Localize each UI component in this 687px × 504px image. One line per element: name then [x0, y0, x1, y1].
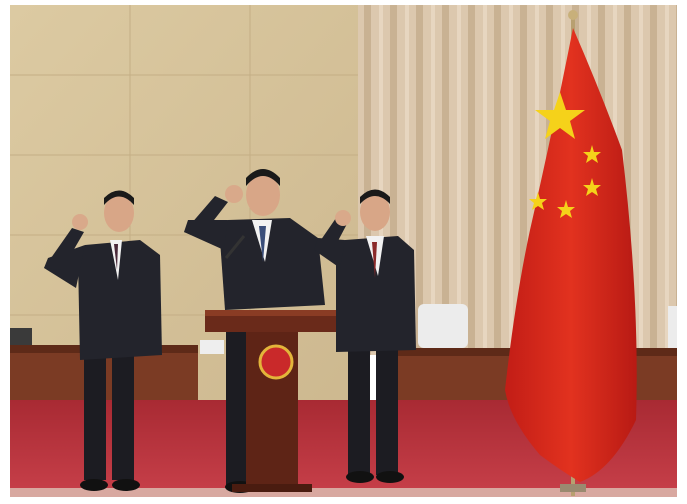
podium — [205, 310, 340, 492]
wall — [10, 5, 362, 405]
flag — [505, 10, 637, 496]
chair — [418, 304, 468, 348]
monitor — [10, 328, 32, 345]
flag-stars — [529, 92, 601, 218]
person-right — [314, 189, 416, 483]
emblem — [258, 344, 294, 380]
name-card — [200, 340, 224, 354]
person-left — [44, 190, 162, 491]
chair — [668, 306, 677, 348]
stage-edge — [10, 488, 677, 497]
